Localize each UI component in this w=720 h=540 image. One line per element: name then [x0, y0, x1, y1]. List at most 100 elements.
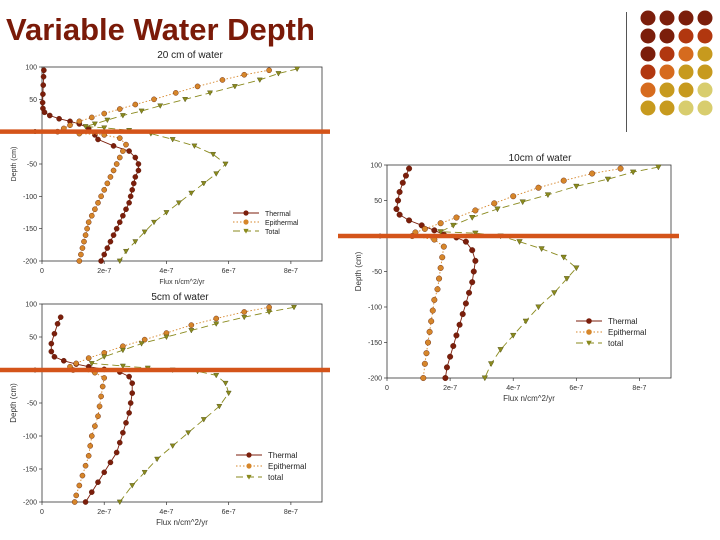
- data-point-epithermal: [266, 304, 272, 311]
- data-point-total: [88, 361, 95, 367]
- data-point-total: [200, 417, 207, 423]
- x-tick-label: 8e-7: [284, 268, 298, 275]
- deco-dot: [678, 10, 694, 26]
- data-point-thermal: [472, 257, 479, 264]
- data-point-total: [213, 373, 220, 379]
- legend-marker: [243, 219, 249, 225]
- deco-dot: [640, 82, 656, 98]
- y-tick-label: 100: [25, 302, 37, 309]
- data-point-total: [538, 246, 545, 252]
- data-point-thermal: [101, 251, 108, 258]
- y-tick-label: -150: [368, 340, 382, 347]
- data-point-thermal: [127, 193, 134, 200]
- data-point-epithermal: [213, 315, 220, 322]
- y-tick-label: -50: [27, 401, 37, 408]
- data-point-epithermal: [95, 199, 101, 206]
- data-point-thermal: [456, 321, 463, 328]
- data-point-thermal: [116, 439, 123, 446]
- data-point-total: [169, 137, 176, 143]
- data-point-total: [516, 239, 523, 245]
- x-tick-label: 4e-7: [159, 509, 173, 516]
- data-point-epithermal: [151, 96, 157, 103]
- data-point-total: [519, 199, 526, 206]
- data-point-thermal: [431, 227, 438, 234]
- data-point-total: [213, 321, 220, 327]
- data-point-total: [154, 456, 161, 463]
- data-point-epithermal: [421, 360, 428, 367]
- y-tick-label: 100: [25, 65, 37, 72]
- data-point-thermal: [110, 143, 117, 149]
- chart-title: 5cm of water: [151, 292, 209, 303]
- data-point-epithermal: [120, 148, 126, 154]
- data-point-epithermal: [440, 243, 447, 250]
- data-point-epithermal: [428, 318, 435, 325]
- x-tick-label: 0: [385, 385, 389, 392]
- legend-label: Epithermal: [608, 328, 646, 337]
- data-point-thermal: [393, 206, 400, 213]
- data-point-epithermal: [85, 219, 92, 225]
- data-point-total: [141, 229, 148, 235]
- data-point-total: [213, 171, 220, 177]
- data-point-total: [560, 254, 567, 261]
- data-point-total: [116, 258, 123, 265]
- data-point-total: [481, 375, 488, 382]
- x-tick-label: 6e-7: [222, 268, 236, 275]
- data-point-total: [241, 314, 248, 321]
- x-tick-label: 6e-7: [222, 509, 236, 516]
- data-point-thermal: [453, 332, 460, 339]
- data-point-thermal: [104, 245, 111, 251]
- data-point-total: [82, 124, 89, 130]
- data-point-thermal: [447, 353, 454, 360]
- decorative-dot-grid: [640, 10, 713, 116]
- deco-dot: [678, 28, 694, 44]
- data-point-epithermal: [453, 214, 460, 221]
- y-tick-label: 50: [29, 97, 37, 104]
- data-point-total: [294, 66, 301, 72]
- data-point-total: [256, 77, 263, 83]
- data-point-thermal: [40, 73, 47, 80]
- data-point-total: [200, 181, 207, 187]
- data-point-total: [655, 164, 662, 171]
- data-point-thermal: [48, 348, 55, 355]
- deco-dot: [697, 100, 713, 116]
- data-point-total: [182, 97, 189, 103]
- data-point-epithermal: [82, 232, 89, 238]
- data-point-thermal: [406, 165, 413, 172]
- x-tick-label: 4e-7: [506, 385, 520, 392]
- x-tick-label: 8e-7: [632, 385, 646, 392]
- data-point-epithermal: [439, 254, 446, 261]
- data-point-total: [291, 305, 297, 311]
- data-point-thermal: [402, 172, 409, 179]
- x-axis-label: Flux n/cm^2/yr: [159, 279, 205, 286]
- data-point-thermal: [126, 373, 132, 380]
- data-point-total: [551, 290, 558, 297]
- data-point-total: [222, 380, 229, 387]
- data-point-total: [188, 190, 195, 197]
- data-point-thermal: [469, 247, 476, 254]
- data-point-epithermal: [426, 328, 433, 335]
- data-point-total: [191, 143, 198, 149]
- data-point-thermal: [101, 469, 108, 476]
- data-point-thermal: [126, 410, 132, 416]
- data-point-epithermal: [421, 225, 428, 232]
- data-point-thermal: [129, 380, 136, 386]
- data-point-total: [132, 239, 139, 245]
- data-point-thermal: [126, 199, 132, 206]
- deco-dot: [640, 46, 656, 62]
- data-point-thermal: [470, 268, 477, 275]
- data-point-total: [91, 121, 98, 127]
- data-point-epithermal: [92, 423, 98, 429]
- data-point-epithermal: [141, 336, 148, 343]
- data-point-total: [185, 430, 192, 436]
- data-point-total: [497, 347, 504, 353]
- data-point-total: [129, 483, 136, 489]
- data-point-total: [472, 230, 479, 237]
- data-point-thermal: [40, 82, 47, 88]
- data-point-total: [188, 328, 195, 334]
- y-axis-label: Depth (cm): [354, 251, 363, 291]
- data-point-epithermal: [85, 355, 92, 361]
- data-point-epithermal: [67, 122, 73, 128]
- data-point-epithermal: [104, 180, 111, 187]
- y-tick-label: -200: [23, 259, 37, 266]
- data-point-epithermal: [88, 212, 95, 219]
